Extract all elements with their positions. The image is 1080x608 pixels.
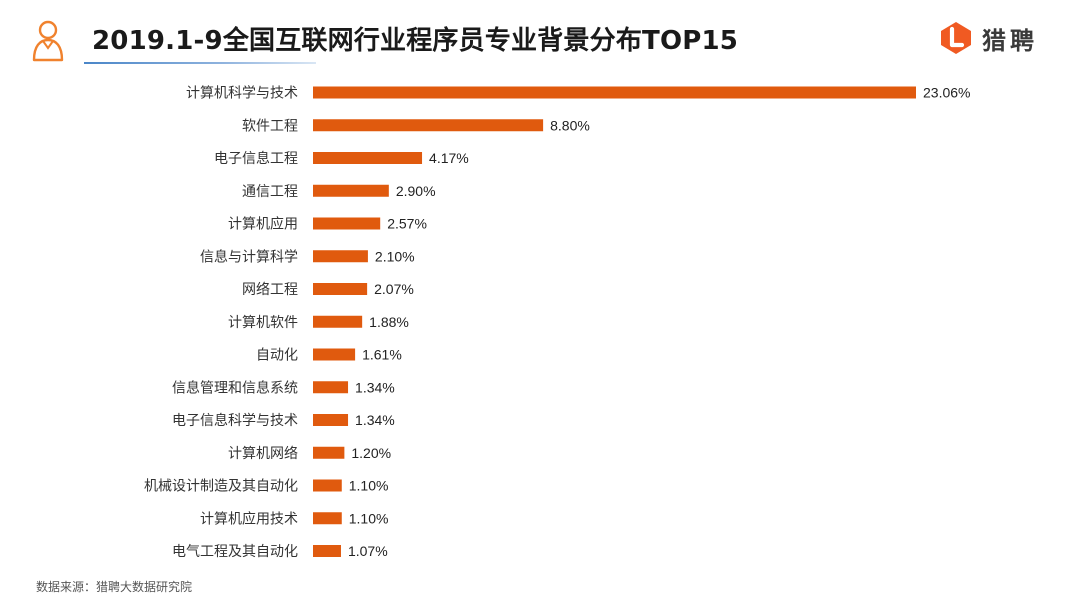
title-underline xyxy=(84,62,316,64)
bar xyxy=(313,86,916,99)
bar xyxy=(313,152,423,164)
category-label: 计算机科学与技术 xyxy=(186,86,298,102)
category-label: 信息与计算科学 xyxy=(200,248,298,265)
logo-text: 猎聘 xyxy=(982,26,1038,55)
category-label: 电子信息科学与技术 xyxy=(172,412,298,429)
category-label: 计算机应用技术 xyxy=(200,510,298,527)
category-label: 计算机网络 xyxy=(228,446,298,462)
bar xyxy=(313,348,356,361)
value-label: 2.10% xyxy=(375,248,415,264)
bar xyxy=(313,512,342,525)
value-label: 8.80% xyxy=(550,117,590,133)
bar xyxy=(313,545,341,557)
value-label: 23.06% xyxy=(923,85,970,101)
bar xyxy=(313,119,544,132)
value-label: 1.20% xyxy=(351,445,391,461)
value-label: 1.61% xyxy=(362,347,402,363)
bar xyxy=(313,184,389,197)
category-label: 通信工程 xyxy=(242,184,298,200)
value-label: 1.34% xyxy=(355,379,395,395)
category-label: 自动化 xyxy=(256,348,298,364)
category-label: 机械设计制造及其自动化 xyxy=(144,479,298,495)
source-note: 数据来源：猎聘大数据研究院 xyxy=(36,580,193,594)
bar xyxy=(313,250,368,263)
bar xyxy=(313,315,363,328)
bar xyxy=(313,446,345,459)
value-label: 1.34% xyxy=(355,412,395,428)
liepin-logo-icon xyxy=(941,22,971,54)
bar xyxy=(313,414,349,426)
category-label: 计算机应用 xyxy=(228,216,298,233)
value-label: 2.07% xyxy=(374,281,414,297)
value-label: 1.07% xyxy=(348,543,388,559)
bar xyxy=(313,381,349,394)
bar-chart: 计算机科学与技术 23.06% 软件工程 8.80% 电子信息工程 4.17% 通信工程 2.… xyxy=(144,85,970,561)
category-label: 电气工程及其自动化 xyxy=(172,544,298,560)
person-outline-icon xyxy=(32,20,64,62)
bar xyxy=(313,283,368,295)
value-label: 2.90% xyxy=(396,183,436,199)
bar xyxy=(313,217,381,230)
bar xyxy=(313,479,342,492)
category-label: 信息管理和信息系统 xyxy=(172,379,298,396)
brand-logo: 猎聘 xyxy=(940,20,1038,56)
chart-title: 2019.1-9全国互联网行业程序员专业背景分布TOP15 xyxy=(92,26,739,56)
category-label: 电子信息工程 xyxy=(214,150,298,167)
value-label: 2.57% xyxy=(387,216,427,232)
category-label: 软件工程 xyxy=(242,118,298,134)
value-label: 1.10% xyxy=(349,478,389,494)
value-label: 4.17% xyxy=(429,150,469,166)
value-label: 1.10% xyxy=(349,510,389,526)
category-label: 计算机软件 xyxy=(228,315,298,331)
value-label: 1.88% xyxy=(369,314,409,330)
category-label: 网络工程 xyxy=(242,282,298,298)
